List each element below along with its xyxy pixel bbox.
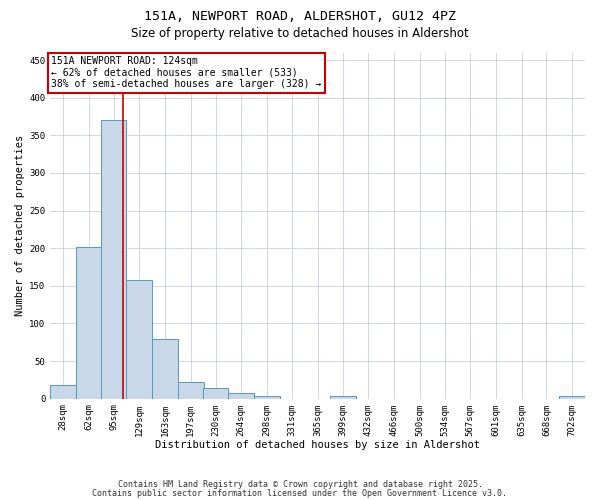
Text: Contains HM Land Registry data © Crown copyright and database right 2025.: Contains HM Land Registry data © Crown c… [118,480,482,489]
X-axis label: Distribution of detached houses by size in Aldershot: Distribution of detached houses by size … [155,440,480,450]
Bar [559,396,585,398]
Text: Size of property relative to detached houses in Aldershot: Size of property relative to detached ho… [131,28,469,40]
Bar [178,382,203,398]
Bar [50,385,76,398]
Bar [331,396,356,398]
Bar [152,338,178,398]
Y-axis label: Number of detached properties: Number of detached properties [15,135,25,316]
Text: 151A NEWPORT ROAD: 124sqm
← 62% of detached houses are smaller (533)
38% of semi: 151A NEWPORT ROAD: 124sqm ← 62% of detac… [51,56,321,90]
Text: 151A, NEWPORT ROAD, ALDERSHOT, GU12 4PZ: 151A, NEWPORT ROAD, ALDERSHOT, GU12 4PZ [144,10,456,23]
Bar [101,120,127,398]
Bar [127,280,152,398]
Bar [254,396,280,398]
Bar [76,248,101,398]
Text: Contains public sector information licensed under the Open Government Licence v3: Contains public sector information licen… [92,488,508,498]
Bar [229,394,254,398]
Bar [203,388,229,398]
